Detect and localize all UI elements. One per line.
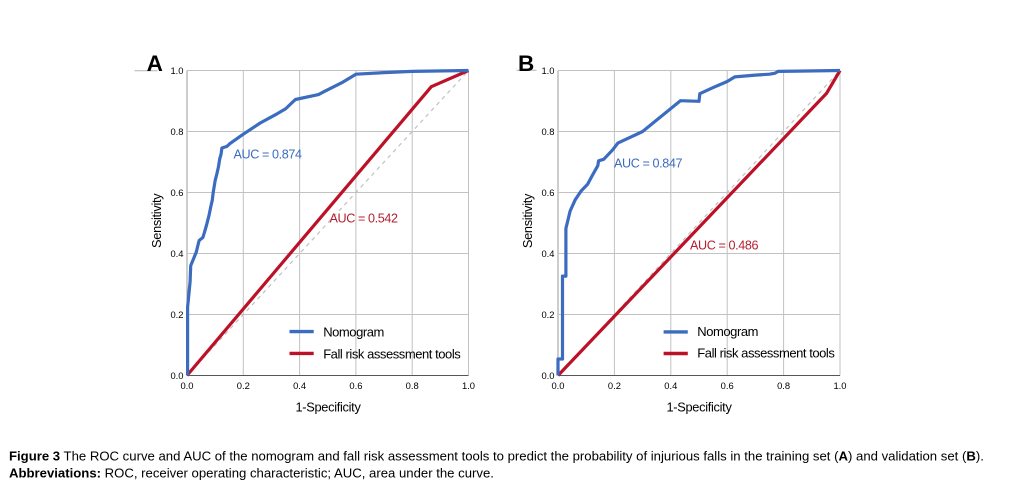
- svg-text:0.2: 0.2: [608, 380, 621, 391]
- svg-text:0.4: 0.4: [170, 248, 183, 259]
- svg-text:0.0: 0.0: [541, 370, 554, 381]
- svg-text:Nomogram: Nomogram: [697, 324, 758, 339]
- svg-text:0.6: 0.6: [170, 187, 183, 198]
- svg-text:0.4: 0.4: [664, 380, 677, 391]
- svg-text:1-Specificity: 1-Specificity: [295, 400, 361, 415]
- svg-text:0.2: 0.2: [237, 380, 250, 391]
- svg-text:0.4: 0.4: [541, 248, 554, 259]
- svg-text:AUC = 0.847: AUC = 0.847: [614, 157, 682, 171]
- svg-text:0.2: 0.2: [541, 309, 554, 320]
- svg-text:Sensitivity: Sensitivity: [149, 193, 164, 248]
- svg-text:AUC = 0.486: AUC = 0.486: [690, 239, 758, 253]
- svg-text:Nomogram: Nomogram: [323, 325, 384, 340]
- svg-text:0.6: 0.6: [721, 380, 734, 391]
- svg-text:0.8: 0.8: [777, 380, 790, 391]
- svg-text:0.8: 0.8: [541, 126, 554, 137]
- svg-text:0.8: 0.8: [170, 126, 183, 137]
- svg-text:AUC = 0.542: AUC = 0.542: [330, 211, 398, 225]
- svg-text:1.0: 1.0: [170, 65, 183, 76]
- svg-text:0.6: 0.6: [541, 187, 554, 198]
- svg-text:0.0: 0.0: [180, 380, 193, 391]
- svg-text:Figure 3 The ROC curve and AUC: Figure 3 The ROC curve and AUC of the no…: [9, 449, 984, 464]
- svg-text:0.0: 0.0: [551, 380, 564, 391]
- svg-text:0.2: 0.2: [170, 309, 183, 320]
- svg-text:A: A: [147, 51, 163, 76]
- svg-text:0.4: 0.4: [293, 380, 306, 391]
- svg-text:Abbreviations: ROC, receiver o: Abbreviations: ROC, receiver operating c…: [9, 466, 494, 481]
- svg-text:Fall risk assessment tools: Fall risk assessment tools: [323, 346, 461, 361]
- svg-text:AUC = 0.874: AUC = 0.874: [234, 148, 302, 162]
- svg-text:B: B: [518, 51, 534, 76]
- svg-text:0.8: 0.8: [406, 380, 419, 391]
- svg-text:1.0: 1.0: [541, 65, 554, 76]
- svg-text:Sensitivity: Sensitivity: [520, 193, 535, 248]
- svg-text:1-Specificity: 1-Specificity: [666, 400, 732, 415]
- svg-text:0.0: 0.0: [170, 370, 183, 381]
- svg-text:1.0: 1.0: [462, 380, 475, 391]
- svg-text:1.0: 1.0: [833, 380, 846, 391]
- svg-text:0.6: 0.6: [349, 380, 362, 391]
- svg-text:Fall risk assessment tools: Fall risk assessment tools: [697, 346, 835, 361]
